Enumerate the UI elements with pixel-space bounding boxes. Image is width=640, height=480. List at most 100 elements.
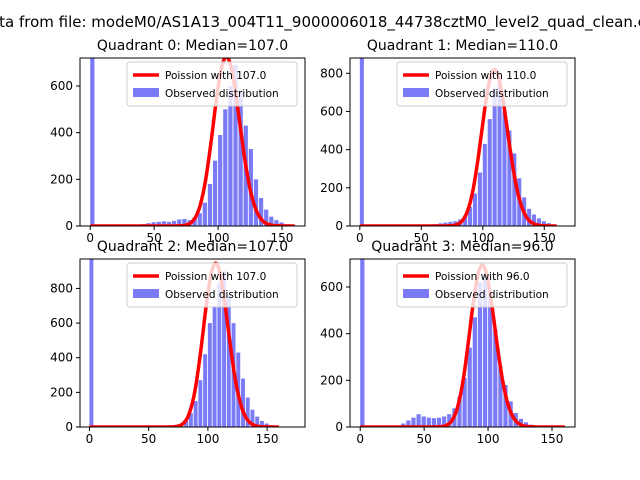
x-tick-label: 0 — [86, 231, 94, 245]
histogram-bar — [274, 220, 279, 226]
plot-area — [359, 58, 558, 226]
y-tick-label: 200 — [320, 181, 343, 195]
poisson-curve — [88, 261, 280, 427]
histogram-bar — [472, 193, 478, 226]
histogram-bar — [260, 420, 264, 427]
legend: Poission with 107.0 Observed distribution — [126, 262, 298, 308]
y-tick-label: 600 — [320, 280, 343, 294]
y-tick-label: 600 — [50, 316, 73, 330]
histogram-bar — [502, 111, 507, 226]
histogram-bar — [488, 296, 493, 427]
y-tick-label: 0 — [335, 219, 343, 233]
histogram-bar — [431, 418, 437, 427]
histogram-bar — [426, 417, 431, 427]
histogram-bar — [161, 221, 167, 226]
histogram-bar — [512, 153, 517, 226]
histogram-bar — [245, 397, 250, 427]
histogram-bar — [188, 413, 193, 427]
y-tick-label: 200 — [320, 373, 343, 387]
histogram-bar — [457, 396, 462, 427]
histogram-bar — [217, 283, 222, 427]
panel-title: Quadrant 2: Median=107.0 — [97, 239, 288, 255]
x-tick-label: 150 — [533, 231, 556, 245]
axes-frame — [349, 258, 576, 428]
legend-observed-swatch — [133, 289, 159, 298]
histogram-bar — [89, 259, 94, 427]
histogram-bar — [462, 378, 467, 427]
histogram-bar — [493, 329, 498, 427]
legend-observed-swatch — [133, 88, 159, 97]
y-tick-label: 0 — [335, 420, 343, 434]
axes-frame — [79, 57, 306, 227]
histogram-bar — [492, 88, 497, 226]
histogram-bar — [255, 416, 260, 427]
histogram-bar — [468, 206, 473, 226]
x-tick-label: 50 — [414, 231, 429, 245]
histogram-bar — [448, 221, 453, 226]
histogram-bar — [447, 414, 452, 427]
histogram-bar — [228, 86, 233, 226]
x-tick-label: 100 — [196, 432, 219, 446]
histogram-bar — [207, 184, 213, 226]
quadrant-panel-2: Quadrant 2: Median=107.0 0 50 100 150 0 200 400… — [50, 239, 306, 446]
histogram-bar — [198, 380, 203, 427]
histogram-bar — [243, 125, 248, 226]
histogram-bar — [250, 409, 255, 427]
x-tick-label: 150 — [541, 432, 564, 446]
histogram-bar — [212, 305, 217, 427]
histogram-bar — [233, 65, 238, 226]
histogram-bar — [527, 208, 532, 226]
histogram-bar — [406, 420, 411, 427]
legend: Poission with 96.0 Observed distribution — [396, 262, 568, 308]
legend-box — [396, 262, 568, 308]
legend-poisson-label: Poission with 107.0 — [165, 271, 266, 283]
y-tick-label: 200 — [50, 172, 73, 186]
plot-area — [88, 259, 280, 427]
histogram-bar — [411, 417, 416, 427]
y-tick-label: 800 — [320, 66, 343, 80]
legend-observed-label: Observed distribution — [435, 289, 549, 301]
histogram-bar — [421, 416, 426, 427]
histogram-bar — [212, 160, 218, 226]
legend-poisson-label: Poission with 96.0 — [435, 271, 530, 283]
quadrant-panels: Quadrant 0: Median=107.0 0 50 100 150 0 200 400… — [50, 38, 576, 446]
y-tick-label: 600 — [50, 79, 73, 93]
legend-observed-label: Observed distribution — [435, 88, 549, 100]
legend-box — [126, 61, 298, 107]
histogram-bar — [258, 198, 264, 226]
histogram-bar — [177, 219, 182, 226]
x-tick-label: 100 — [471, 231, 494, 245]
legend: Poission with 107.0 Observed distribution — [126, 61, 298, 107]
histogram-bar — [202, 202, 207, 226]
y-tick-label: 400 — [50, 126, 73, 140]
legend-observed-label: Observed distribution — [165, 289, 279, 301]
histogram-bar — [218, 135, 223, 226]
panel-title: Quadrant 3: Median=96.0 — [371, 239, 553, 255]
histogram-bar — [498, 366, 503, 427]
quadrant-panel-0: Quadrant 0: Median=107.0 0 50 100 150 0 200 400… — [50, 38, 306, 245]
x-tick-label: 100 — [207, 231, 230, 245]
y-tick-label: 400 — [320, 327, 343, 341]
y-tick-label: 800 — [50, 281, 73, 295]
histogram-bar — [166, 221, 172, 226]
y-tick-label: 0 — [65, 420, 73, 434]
figure-suptitle: Data from file: modeM0/AS1A13_004T11_900… — [0, 13, 640, 32]
poisson-curve — [89, 58, 296, 226]
histogram-bar — [436, 417, 442, 427]
histogram-bar — [238, 90, 243, 226]
histogram-bar — [192, 217, 197, 226]
histogram-bar — [253, 179, 259, 226]
legend-observed-swatch — [403, 88, 429, 97]
legend-poisson-label: Poission with 110.0 — [435, 70, 536, 82]
histogram-bar — [477, 282, 483, 427]
quadrant-panel-3: Quadrant 3: Median=96.0 0 50 100 150 0 200 400 6… — [320, 239, 576, 446]
y-tick-label: 0 — [65, 219, 73, 233]
x-tick-label: 150 — [271, 231, 294, 245]
y-tick-label: 400 — [50, 351, 73, 365]
histogram-bar — [507, 130, 512, 226]
histogram-bar — [90, 58, 95, 226]
x-tick-label: 50 — [417, 432, 432, 446]
x-tick-label: 50 — [147, 231, 162, 245]
legend-box — [396, 61, 568, 107]
